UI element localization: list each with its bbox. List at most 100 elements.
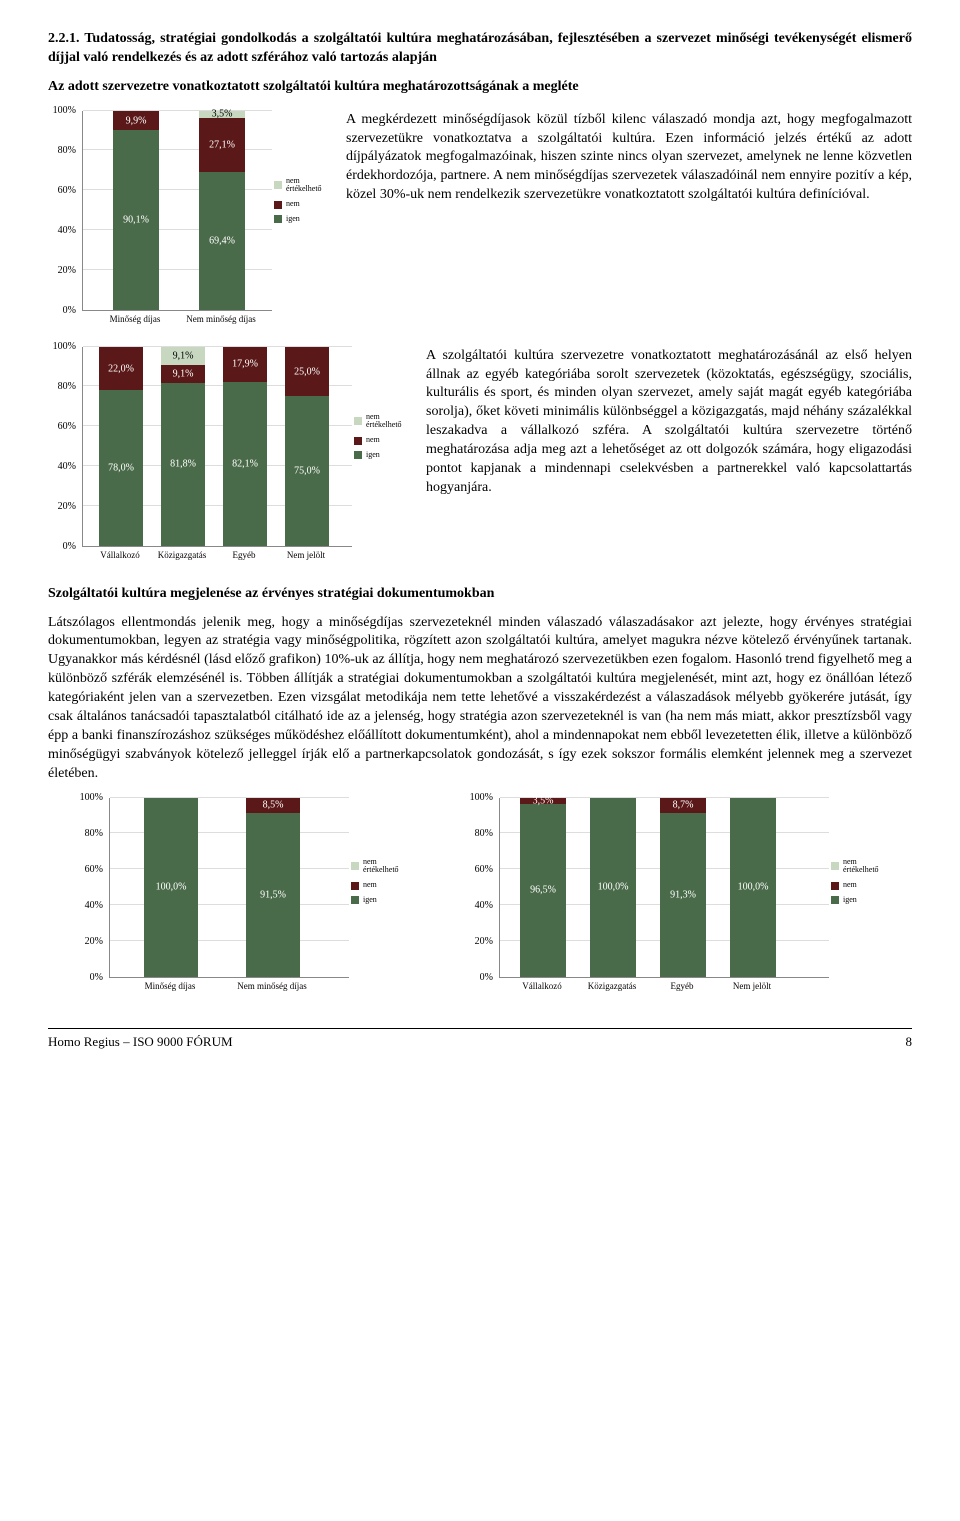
segment-label: 91,5%: [246, 888, 300, 902]
y-tick: 100%: [470, 791, 493, 805]
plot-area: 78,0%22,0%81,8%9,1%9,1%82,1%17,9%75,0%25…: [82, 347, 352, 547]
bar-segment: 82,1%: [223, 382, 267, 545]
legend-label: nem: [843, 881, 857, 890]
segment-label: 78,0%: [99, 461, 143, 475]
segment-label: 17,9%: [223, 358, 267, 372]
bar-segment: 22,0%: [99, 347, 143, 391]
x-label: Minőség díjas: [145, 980, 196, 992]
y-tick: 20%: [58, 264, 76, 278]
y-tick: 80%: [58, 144, 76, 158]
segment-label: 100,0%: [730, 880, 776, 894]
segment-label: 8,7%: [660, 799, 706, 813]
y-tick: 80%: [475, 827, 493, 841]
footer-page: 8: [906, 1033, 913, 1051]
bar-column: 69,4%27,1%3,5%: [199, 111, 245, 310]
plot-area: 96,5%3,5% 100,0% 91,3% 8,7% 100,0%: [499, 798, 829, 978]
bar-column: 96,5%3,5%: [520, 798, 566, 977]
legend-item: nem értékelhető: [831, 858, 885, 876]
legend-swatch: [274, 215, 282, 223]
bar-segment: 100,0%: [730, 798, 776, 977]
y-tick: 60%: [85, 863, 103, 877]
legend-item: igen: [831, 896, 885, 905]
row-chart1: 0%20%40%60%80%100%90,1%9,9%69,4%27,1%3,5…: [48, 111, 912, 331]
bar-segment: 9,9%: [113, 111, 159, 131]
segment-label: 9,1%: [161, 367, 205, 381]
legend-swatch: [354, 451, 362, 459]
chart-1: 0%20%40%60%80%100%90,1%9,9%69,4%27,1%3,5…: [48, 111, 328, 331]
segment-label: 82,1%: [223, 457, 267, 471]
legend-label: nem értékelhető: [286, 177, 328, 195]
x-label: Nem minőség díjas: [186, 313, 256, 325]
legend-label: igen: [286, 215, 300, 224]
segment-label: 100,0%: [590, 880, 636, 894]
legend-item: nem: [274, 200, 328, 209]
legend-item: nem értékelhető: [274, 177, 328, 195]
legend-item: nem: [354, 436, 408, 445]
legend-item: nem: [831, 881, 885, 890]
y-tick: 0%: [63, 304, 76, 318]
segment-label: 96,5%: [520, 883, 566, 897]
bar-segment: 91,3%: [660, 813, 706, 976]
legend-item: igen: [351, 896, 405, 905]
x-label: Közigazgatás: [588, 980, 636, 992]
chart-legend: nem értékelhető nem igen: [354, 413, 408, 466]
segment-label: 8,5%: [246, 798, 300, 812]
segment-label: 3,5%: [520, 794, 566, 808]
y-tick: 100%: [80, 791, 103, 805]
y-tick: 80%: [58, 380, 76, 394]
segment-label: 91,3%: [660, 888, 706, 902]
legend-item: nem: [351, 881, 405, 890]
segment-label: 22,0%: [99, 362, 143, 376]
y-tick: 100%: [53, 104, 76, 118]
footer-left: Homo Regius – ISO 9000 FÓRUM: [48, 1033, 233, 1051]
segment-label: 3,5%: [199, 107, 245, 121]
subhead: Szolgáltatói kultúra megjelenése az érvé…: [48, 585, 912, 604]
bar-segment: 25,0%: [285, 347, 329, 397]
chart-2: 0%20%40%60%80%100%78,0%22,0%81,8%9,1%9,1…: [48, 347, 408, 567]
legend-swatch: [351, 882, 359, 890]
bar-segment: 100,0%: [590, 798, 636, 977]
segment-label: 100,0%: [144, 880, 198, 894]
segment-label: 75,0%: [285, 464, 329, 478]
chart-3: 0%20%40%60%80%100% 100,0% 91,5% 8,5% Minőség…: [75, 798, 405, 998]
legend-label: nem értékelhető: [366, 413, 408, 431]
x-label: Egyéb: [671, 980, 694, 992]
segment-label: 25,0%: [285, 365, 329, 379]
legend-label: nem: [286, 200, 300, 209]
plot-area: 90,1%9,9%69,4%27,1%3,5%: [82, 111, 272, 311]
legend-swatch: [831, 882, 839, 890]
segment-label: 27,1%: [199, 138, 245, 152]
bar-segment: 91,5%: [246, 813, 300, 977]
legend-item: igen: [354, 451, 408, 460]
y-tick: 20%: [58, 500, 76, 514]
bar-segment: 75,0%: [285, 396, 329, 545]
y-tick: 60%: [58, 184, 76, 198]
y-tick: 100%: [53, 340, 76, 354]
y-tick: 0%: [63, 540, 76, 554]
legend-item: nem értékelhető: [354, 413, 408, 431]
legend-item: igen: [274, 215, 328, 224]
y-tick: 60%: [475, 863, 493, 877]
bar-column: 78,0% 22,0%: [99, 347, 143, 546]
bar-segment: 90,1%: [113, 130, 159, 309]
segment-label: 90,1%: [113, 213, 159, 227]
legend-swatch: [354, 437, 362, 445]
y-tick: 0%: [480, 971, 493, 985]
legend-item: nem értékelhető: [351, 858, 405, 876]
legend-label: nem értékelhető: [843, 858, 885, 876]
y-tick: 40%: [58, 460, 76, 474]
bar-segment: 3,5%: [199, 111, 245, 118]
chart1-side-text: A megkérdezett minőségdíjasok közül tízb…: [346, 111, 912, 205]
y-axis: 0%20%40%60%80%100%: [75, 798, 107, 978]
x-label: Vállalkozó: [100, 549, 140, 561]
bar-segment: 81,8%: [161, 383, 205, 546]
x-label: Közigazgatás: [158, 549, 206, 561]
bar-segment: 27,1%: [199, 118, 245, 172]
y-tick: 40%: [475, 899, 493, 913]
legend-label: nem értékelhető: [363, 858, 405, 876]
bar-column: 81,8%9,1%9,1%: [161, 347, 205, 546]
page-footer: Homo Regius – ISO 9000 FÓRUM 8: [48, 1028, 912, 1051]
bar-column: 75,0% 25,0%: [285, 347, 329, 546]
plot-area: 100,0% 91,5% 8,5%: [109, 798, 349, 978]
bar-column: 90,1% 9,9%: [113, 111, 159, 310]
